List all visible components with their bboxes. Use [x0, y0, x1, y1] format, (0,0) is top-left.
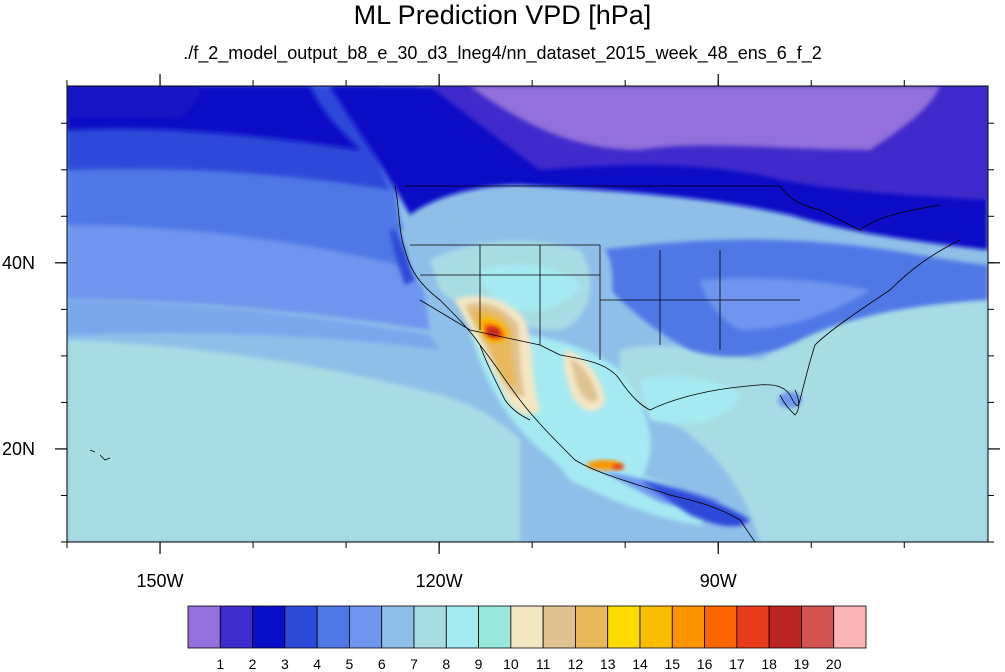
colorbar-swatch [381, 605, 415, 649]
lon-tick-label: 90W [700, 571, 737, 591]
colorbar-swatch [349, 605, 383, 649]
colorbar-label: 4 [313, 656, 321, 672]
colorbar-swatch [284, 605, 318, 649]
colorbar-swatch [510, 605, 544, 649]
colorbar-label: 20 [826, 656, 842, 672]
colorbar-swatch [801, 605, 835, 649]
colorbar-label: 2 [249, 656, 257, 672]
colorbar-swatch [316, 605, 350, 649]
colorbar-label: 8 [442, 656, 450, 672]
colorbar-swatch [768, 605, 802, 649]
colorbar-swatch [736, 605, 770, 649]
lat-tick-label: 40N [2, 253, 35, 273]
colorbar-label: 13 [600, 656, 616, 672]
colorbar-label: 3 [281, 656, 289, 672]
colorbar-label: 7 [410, 656, 418, 672]
lon-tick-label: 150W [137, 571, 184, 591]
colorbar-swatch [187, 605, 221, 649]
colorbar-swatch [607, 605, 641, 649]
lon-tick-label: 120W [416, 571, 463, 591]
colorbar-label: 6 [378, 656, 386, 672]
colorbar-label: 18 [761, 656, 777, 672]
axis-tick-labels: 150W 120W 90W 40N 20N [2, 253, 737, 591]
colorbar: 1 2 3 4 5 6 7 8 9 10 11 12 13 14 15 16 17 18 19 20 [187, 605, 867, 672]
colorbar-swatch [671, 605, 705, 649]
colorbar-label: 15 [664, 656, 680, 672]
colorbar-swatch [704, 605, 738, 649]
coastlines-and-borders [89, 185, 961, 542]
colorbar-swatch [252, 605, 286, 649]
colorbar-label: 16 [697, 656, 713, 672]
colorbar-swatch [639, 605, 673, 649]
colorbar-label: 1 [216, 656, 224, 672]
vpd-field [67, 86, 988, 542]
colorbar-swatch [478, 605, 512, 649]
colorbar-swatch [575, 605, 609, 649]
colorbar-label: 11 [536, 656, 551, 672]
colorbar-label: 14 [632, 656, 648, 672]
colorbar-swatch [445, 605, 479, 649]
plot-subtitle: ./f_2_model_output_b8_e_30_d3_lneg4/nn_d… [183, 43, 822, 63]
plot-title: ML Prediction VPD [hPa] [353, 0, 652, 30]
map-frame [66, 85, 989, 543]
colorbar-swatch [413, 605, 447, 649]
colorbar-label: 19 [794, 656, 810, 672]
colorbar-swatch [219, 605, 253, 649]
colorbar-swatch [542, 605, 576, 649]
colorbar-label: 12 [568, 656, 584, 672]
colorbar-swatch [833, 605, 867, 649]
colorbar-label: 10 [503, 656, 519, 672]
axis-ticks [55, 74, 1000, 554]
colorbar-label: 9 [475, 656, 483, 672]
colorbar-label: 5 [346, 656, 354, 672]
colorbar-label: 17 [729, 656, 745, 672]
lat-tick-label: 20N [2, 439, 35, 459]
